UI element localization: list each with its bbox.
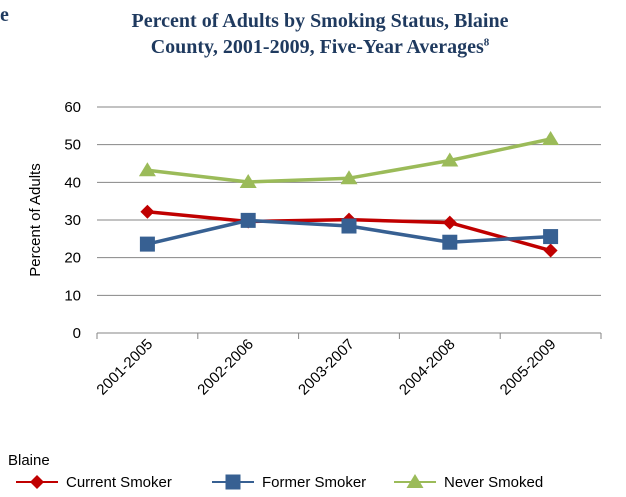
- data-point: [341, 218, 357, 234]
- x-tick-label: 2001-2005: [93, 336, 156, 399]
- data-point: [441, 152, 459, 167]
- chart-title-line2-text: County, 2001-2009, Five-Year Averages: [150, 36, 484, 58]
- stray-character: e: [0, 4, 9, 26]
- legend-item-never-smoked: Never Smoked: [392, 472, 543, 492]
- legend-label: Never Smoked: [444, 473, 544, 491]
- data-point: [442, 234, 458, 250]
- data-point: [543, 229, 559, 245]
- data-point: [240, 212, 256, 228]
- chart-title-line2: County, 2001-2009, Five-Year Averages8: [40, 34, 600, 60]
- legend-swatch-marker: [30, 475, 44, 489]
- legend-swatch-marker: [225, 474, 241, 490]
- chart-title-footnote: 8: [483, 36, 490, 49]
- legend-swatch-marker: [406, 474, 424, 488]
- legend-item-current-smoker: Current Smoker: [14, 472, 172, 492]
- series-never-smoked: [138, 131, 560, 188]
- chart-title-line1: Percent of Adults by Smoking Status, Bla…: [131, 10, 509, 32]
- legend-label: Current Smoker: [66, 473, 172, 491]
- legend-title: Blaine: [8, 452, 50, 469]
- legend: Blaine Current Smoker Former Smoker Never …: [6, 452, 621, 494]
- y-tick-label: 30: [64, 212, 81, 229]
- y-tick-label: 0: [73, 325, 81, 342]
- y-axis-label: Percent of Adults: [27, 163, 44, 276]
- legend-swatch: [212, 474, 254, 490]
- data-point: [140, 204, 155, 219]
- series-group: [138, 131, 560, 258]
- gridlines: [97, 106, 601, 296]
- data-point: [138, 162, 156, 177]
- data-point: [239, 173, 257, 188]
- legend-swatch: [16, 475, 58, 489]
- axes: [96, 332, 602, 339]
- x-tick-label: 2004-2008: [396, 336, 459, 399]
- legend-label: Former Smoker: [262, 473, 367, 491]
- data-point: [543, 243, 558, 258]
- line-chart: 0 10 20 30 40 50 60 2001-2005 2002-2006 2003-200…: [27, 99, 602, 399]
- data-point: [542, 131, 560, 146]
- y-tick-label: 50: [64, 137, 81, 154]
- y-tick-label: 60: [64, 99, 81, 116]
- series-former-smoker: [139, 212, 559, 252]
- legend-item-former-smoker: Former Smoker: [210, 472, 366, 492]
- legend-swatch: [394, 474, 436, 488]
- x-tick-label: 2002-2006: [194, 336, 257, 399]
- y-tick-label: 20: [64, 250, 81, 267]
- x-tick-label: 2005-2009: [497, 336, 560, 399]
- x-tick-labels: 2001-2005 2002-2006 2003-2007 2004-2008 2005…: [93, 336, 559, 399]
- y-tick-label: 10: [64, 287, 81, 304]
- x-tick-label: 2003-2007: [295, 336, 358, 399]
- y-tick-label: 40: [64, 174, 81, 191]
- y-tick-labels: 0 10 20 30 40 50 60: [64, 99, 81, 342]
- data-point: [340, 170, 358, 185]
- data-point: [442, 215, 457, 230]
- data-point: [139, 236, 155, 252]
- chart-title: Percent of Adults by Smoking Status, Bla…: [40, 8, 600, 60]
